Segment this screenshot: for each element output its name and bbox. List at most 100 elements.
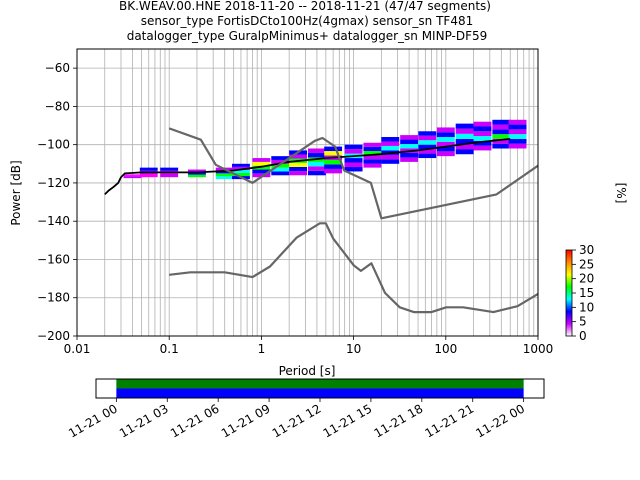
density-cell	[508, 143, 527, 149]
coverage-bar-data	[116, 379, 524, 389]
density-cell	[418, 144, 437, 150]
density-cell	[381, 141, 400, 146]
density-cell	[508, 138, 527, 144]
density-cell	[473, 121, 492, 127]
density-cell	[455, 138, 474, 145]
coverage-tick-label: 11-21 12	[270, 401, 324, 440]
density-cell	[188, 174, 206, 178]
y-tick-label: −140	[37, 214, 70, 228]
y-ticks: −200 −180 −160 −140 −120 −100 −80 −60	[37, 61, 77, 343]
density-cell	[436, 132, 455, 138]
y-tick-label: −60	[45, 61, 70, 75]
psd-frame	[76, 48, 539, 337]
density-cell	[492, 119, 511, 125]
density-cell	[400, 152, 419, 158]
series-lines	[104, 127, 539, 314]
density-cell	[508, 134, 527, 139]
y-tick-label: −180	[37, 291, 70, 305]
colorbar-gradient	[565, 249, 573, 337]
density-cell	[508, 119, 527, 125]
density-cell	[473, 126, 492, 132]
density-cell	[381, 145, 400, 151]
x-tick-label: 0.1	[160, 342, 179, 356]
density-cell	[324, 168, 343, 174]
density-cell	[289, 171, 308, 176]
density-cell	[455, 149, 474, 155]
density-cell	[400, 157, 419, 162]
density-cell	[418, 140, 437, 145]
density-cell	[188, 172, 206, 175]
density-cell	[508, 124, 527, 130]
density-cell	[307, 161, 326, 167]
density-cell	[473, 136, 492, 141]
density-cell	[492, 129, 511, 135]
density-cell	[418, 135, 437, 141]
colorbar-tick-label: 20	[579, 272, 594, 286]
coverage-tick-label: 11-21 21	[423, 401, 477, 440]
density-cell	[252, 158, 271, 162]
density-cell	[418, 149, 437, 154]
density-cell	[436, 146, 455, 152]
colorbar-tick-label: 15	[579, 286, 594, 300]
colorbar-tick-label: 30	[579, 243, 594, 257]
x-ticks: 0.01 0.1 1 10 100 1000	[64, 336, 554, 356]
density-cell	[160, 174, 179, 178]
density-cell	[215, 173, 234, 177]
density-cell	[363, 155, 382, 160]
coverage-bar-used	[116, 388, 524, 398]
density-cell	[324, 164, 343, 169]
x-tick-label: 10	[346, 342, 361, 356]
x-axis-label: Period [s]	[279, 364, 336, 378]
density-cell	[307, 166, 326, 171]
density-cell	[252, 169, 271, 174]
density-cell	[455, 133, 474, 139]
x-tick-label: 1000	[523, 342, 554, 356]
series-line-nhnm	[168, 127, 539, 220]
y-tick-label: −100	[37, 138, 70, 152]
y-tick-label: −200	[37, 329, 70, 343]
density-cell	[381, 154, 400, 160]
coverage-bars	[116, 379, 524, 398]
series-line-nlnm	[169, 222, 539, 314]
density-cell	[232, 163, 250, 167]
density-cell	[492, 138, 511, 144]
density-cell	[418, 131, 437, 136]
density-cell	[400, 144, 419, 149]
density-cell	[381, 159, 400, 164]
density-cell	[473, 140, 492, 146]
density-cell	[232, 169, 250, 173]
density-cell	[123, 174, 142, 176]
coverage-tick-label: 11-22 00	[473, 401, 527, 440]
density-cell	[232, 172, 250, 177]
density-cell	[455, 123, 474, 129]
density-cell	[344, 149, 363, 154]
density-cell	[307, 170, 326, 176]
density-cell	[271, 156, 290, 160]
y-axis-label: Power [dB]	[9, 160, 23, 225]
coverage-tick-label: 11-21 00	[66, 401, 120, 440]
density-cell	[363, 151, 382, 156]
density-cell	[436, 151, 455, 157]
density-cell	[271, 163, 290, 168]
density-cell	[418, 153, 437, 159]
density-cell	[436, 141, 455, 147]
density-cell	[188, 169, 206, 173]
psd-plot-area	[77, 49, 538, 336]
coverage-tick-label: 11-21 15	[321, 401, 375, 440]
density-cell	[271, 171, 290, 176]
colorbar-tick-label: 25	[579, 257, 594, 271]
density-cell	[271, 159, 290, 164]
colorbar-tick-label: 5	[579, 315, 587, 329]
density-cell	[436, 127, 455, 133]
density-cell	[289, 154, 308, 159]
density-cell	[492, 143, 511, 149]
density-cell	[492, 134, 511, 139]
density-cell	[252, 173, 271, 178]
psd-axes: 0.01 0.1 1 10 100 1000 −200 −180 −160 −140 −120 −1…	[9, 48, 554, 378]
density-cell	[436, 137, 455, 142]
density-cell	[344, 144, 363, 150]
density-cell	[289, 162, 308, 167]
x-tick-label: 0.01	[64, 342, 91, 356]
